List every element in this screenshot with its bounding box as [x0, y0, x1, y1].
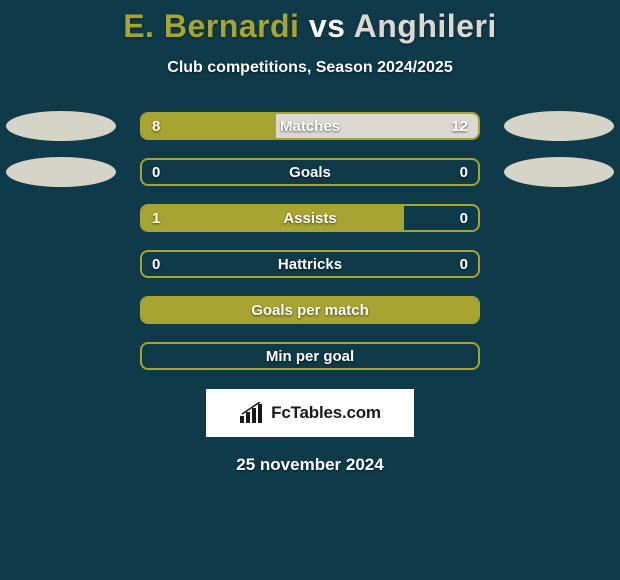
- stat-value-right: 0: [460, 160, 468, 184]
- player2-logo-oval: [504, 111, 614, 141]
- bar-left-fill: [142, 206, 404, 230]
- logo-box: FcTables.com: [206, 389, 414, 437]
- stat-row: Goals0 0: [0, 149, 620, 195]
- logo-text: FcTables.com: [271, 403, 381, 423]
- stat-row: Matches812: [0, 103, 620, 149]
- vs-label: vs: [309, 8, 346, 44]
- title: E. Bernardi vs Anghileri: [0, 8, 620, 45]
- stat-bar: Assists10: [140, 204, 480, 232]
- stat-label: Goals: [142, 160, 478, 184]
- stat-row: Min per goal: [0, 333, 620, 379]
- stat-bar: Hattricks0 0: [140, 250, 480, 278]
- stat-value-right: 0: [460, 206, 468, 230]
- stat-bar: Matches812: [140, 112, 480, 140]
- bar-left-fill: [142, 114, 276, 138]
- player1-name: E. Bernardi: [123, 8, 299, 44]
- stat-row: Hattricks0 0: [0, 241, 620, 287]
- stats-block: Matches812Goals00Assists10Hattricks00Goa…: [0, 103, 620, 379]
- chart-icon: [239, 402, 265, 424]
- stat-row: Goals per match: [0, 287, 620, 333]
- stat-label: Hattricks: [142, 252, 478, 276]
- bar-left-fill: [142, 298, 478, 322]
- comparison-widget: E. Bernardi vs Anghileri Club competitio…: [0, 0, 620, 475]
- player2-name: Anghileri: [354, 8, 497, 44]
- stat-bar: Goals per match: [140, 296, 480, 324]
- stat-bar: Min per goal: [140, 342, 480, 370]
- stat-value-left: 0: [152, 160, 160, 184]
- player1-logo-oval: [6, 111, 116, 141]
- stat-bar: Goals0 0: [140, 158, 480, 186]
- stat-value-left: 0: [152, 252, 160, 276]
- subtitle: Club competitions, Season 2024/2025: [0, 59, 620, 77]
- stat-value-right: 0: [460, 252, 468, 276]
- stat-row: Assists10: [0, 195, 620, 241]
- player1-logo-oval: [6, 157, 116, 187]
- player2-logo-oval: [504, 157, 614, 187]
- bar-right-fill: [276, 114, 478, 138]
- stat-label: Min per goal: [142, 344, 478, 368]
- date-label: 25 november 2024: [0, 455, 620, 475]
